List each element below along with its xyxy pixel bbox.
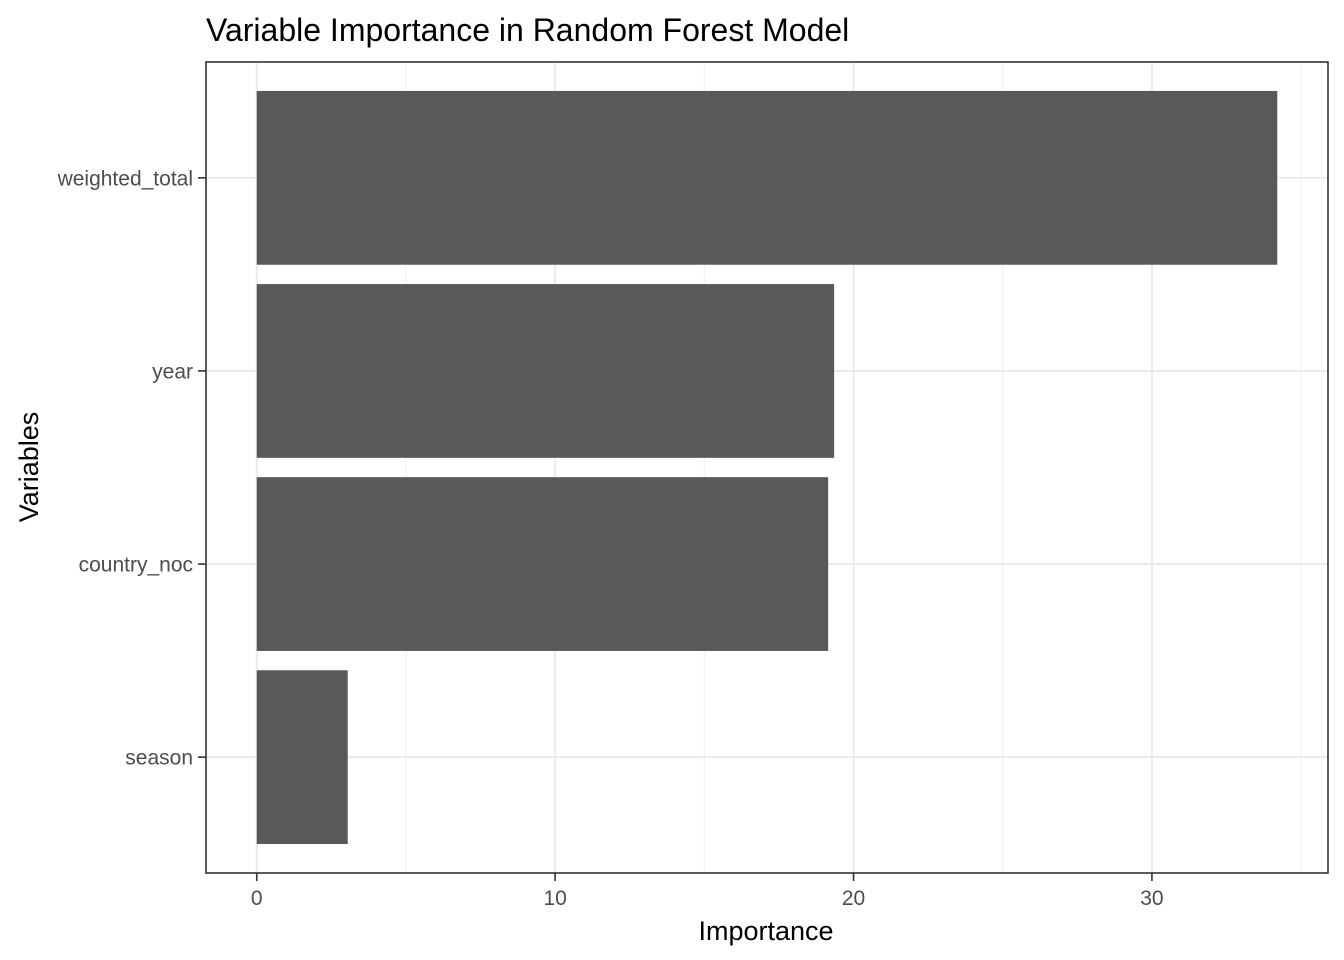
x-axis-title: Importance (698, 916, 833, 946)
bars (256, 90, 1278, 845)
x-tick-label: 10 (543, 887, 566, 910)
y-tick-label: season (125, 747, 193, 770)
plot-panel-border (205, 61, 1329, 874)
bar-season (256, 670, 348, 845)
bar-year (256, 284, 835, 458)
bar-weighted-total (256, 90, 1278, 265)
x-tick-label: 30 (1140, 887, 1163, 910)
y-axis-title: Variables (14, 412, 44, 523)
x-tick-label: 20 (842, 887, 865, 910)
bar-country-noc (256, 477, 829, 651)
y-tick-label: weighted_total (57, 167, 193, 190)
chart-title: Variable Importance in Random Forest Mod… (206, 12, 849, 48)
y-tick-label: year (152, 360, 193, 383)
x-tick-label: 0 (251, 887, 263, 910)
y-tick-label: country_noc (79, 554, 193, 577)
x-axis: 0 10 20 30 (251, 873, 1164, 910)
